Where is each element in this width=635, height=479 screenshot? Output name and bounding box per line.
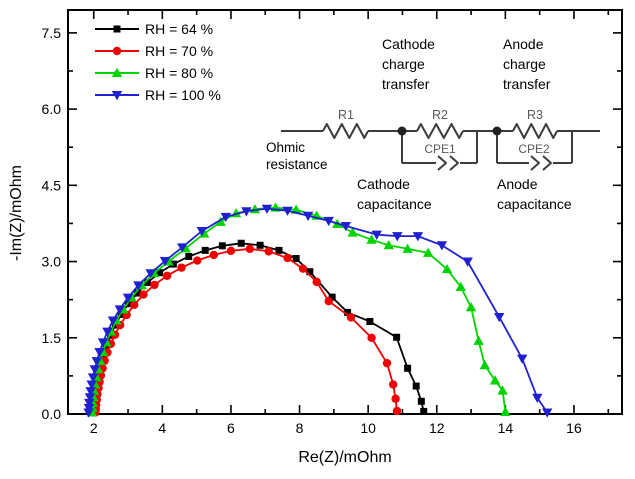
svg-text:12: 12 [429,420,445,436]
anode-capacitance-label: Anode capacitance [497,176,572,212]
legend-item-rh64: RH = 64 % [95,18,221,40]
cpe1-label: CPE1 [424,142,456,156]
cpe2-label: CPE2 [518,142,550,156]
anode-charge-transfer-label: Anode charge transfer [503,36,551,92]
svg-text:16: 16 [566,420,582,436]
series-RH100 [83,204,553,418]
svg-text:4.5: 4.5 [42,177,62,193]
svg-text:1.5: 1.5 [42,330,62,346]
legend-label: RH = 64 % [145,21,214,37]
legend: RH = 64 % RH = 70 % RH = 80 % RH = 100 % [95,18,221,106]
svg-text:0.0: 0.0 [42,406,62,422]
legend-label: RH = 70 % [145,43,214,59]
rh80-marker-icon [95,67,139,77]
svg-text:4: 4 [158,420,166,436]
svg-text:8: 8 [296,420,304,436]
equivalent-circuit-diagram [281,123,600,171]
svg-text:10: 10 [360,420,376,436]
legend-label: RH = 80 % [145,65,214,81]
svg-text:2: 2 [90,420,98,436]
legend-label: RH = 100 % [145,87,221,103]
cathode-charge-transfer-label: Cathode charge transfer [382,36,435,92]
resistor-r2-label: R2 [432,108,448,122]
legend-item-rh70: RH = 70 % [95,40,221,62]
svg-text:14: 14 [498,420,514,436]
svg-text:6.0: 6.0 [42,101,62,117]
x-axis-label: Re(Z)/mOhm [298,449,392,466]
rh70-marker-icon [95,46,139,56]
series-RH70 [91,244,402,417]
cathode-capacitance-label: Cathode capacitance [357,176,432,212]
rh64-marker-icon [95,25,139,33]
svg-text:3.0: 3.0 [42,254,62,270]
resistor-r3-label: R3 [527,108,543,122]
ohmic-resistance-label: Ohmic resistance [266,140,328,172]
svg-text:6: 6 [227,420,235,436]
resistor-r1-label: R1 [338,108,354,122]
y-axis-label: -Im(Z)/mOhm [8,165,25,261]
legend-item-rh80: RH = 80 % [95,62,221,84]
rh100-marker-icon [95,91,139,101]
legend-item-rh100: RH = 100 % [95,84,221,106]
svg-text:7.5: 7.5 [42,25,62,41]
series-RH80 [86,202,511,417]
series-RH64 [90,239,428,416]
